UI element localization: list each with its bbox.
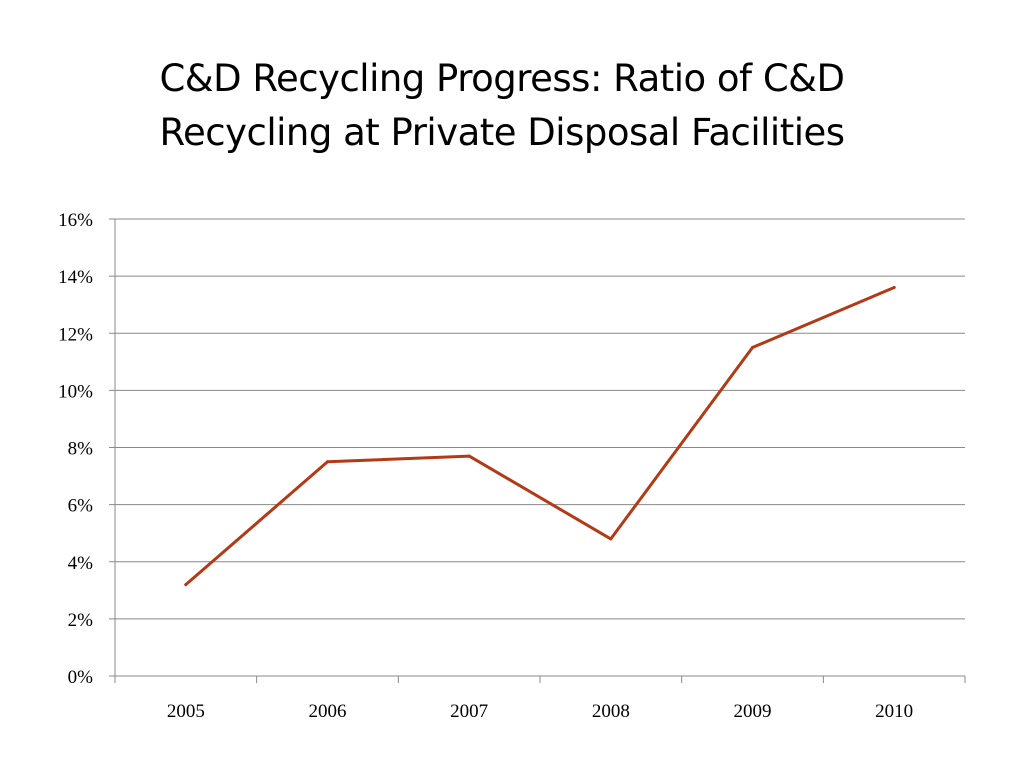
data-point — [892, 286, 896, 290]
chart-title-line-1: C&D Recycling Progress: Ratio of C&D — [159, 57, 845, 100]
y-tick-label: 6% — [68, 496, 94, 517]
axes — [109, 218, 966, 683]
data-point — [467, 454, 471, 458]
data-point — [326, 460, 329, 464]
y-tick-label: 0% — [68, 667, 94, 688]
x-tick-label: 2008 — [592, 701, 630, 722]
x-tick-label: 2007 — [450, 701, 488, 722]
chart-title-line-2: Recycling at Private Disposal Facilities — [159, 111, 845, 154]
x-axis-tick-labels: 2005 2006 2007 2008 2009 2010 — [167, 701, 913, 722]
series-layer — [184, 286, 896, 587]
y-tick-label: 2% — [68, 610, 94, 631]
y-tick-label: 16% — [58, 210, 93, 231]
y-axis-tick-labels: 0% 2% 4% 6% 8% 10% 12% 14% 16% — [58, 210, 93, 688]
y-tick-label: 8% — [68, 439, 94, 460]
x-tick-label: 2006 — [309, 701, 347, 722]
x-tick-label: 2010 — [875, 701, 913, 722]
x-tick-label: 2005 — [167, 701, 205, 722]
y-tick-label: 10% — [58, 381, 93, 402]
gridlines — [115, 218, 965, 620]
y-tick-label: 12% — [58, 324, 93, 345]
y-tick-label: 14% — [58, 267, 93, 288]
series-line — [184, 286, 896, 587]
y-tick-label: 4% — [68, 553, 94, 574]
data-point — [184, 583, 188, 587]
data-point — [609, 537, 613, 541]
x-tick-label: 2009 — [734, 701, 772, 722]
data-point — [751, 346, 754, 350]
chart-title: C&D Recycling Progress: Ratio of C&D Rec… — [0, 52, 1004, 160]
